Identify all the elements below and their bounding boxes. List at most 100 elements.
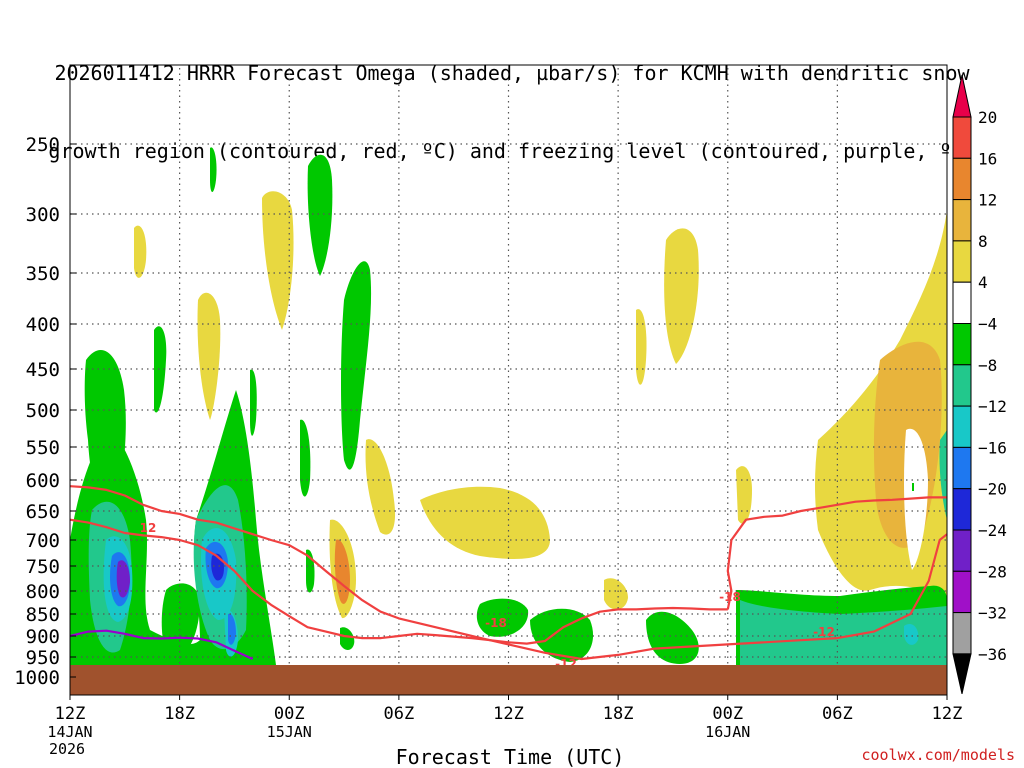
y-tick-label-300: 300 — [26, 204, 60, 226]
omega-area-green-20 — [300, 419, 311, 497]
omega-area-yellow-8 — [604, 578, 628, 610]
y-tick-label-700: 700 — [26, 530, 60, 552]
x-tick-label-0: 12Z — [55, 704, 86, 724]
omega-area-green-17 — [307, 154, 333, 276]
omega-area-yellow-2 — [197, 292, 221, 420]
y-tick-label-400: 400 — [26, 314, 60, 336]
x-tick-label-30: 18Z — [603, 704, 634, 724]
omega-area-green-27 — [646, 611, 699, 664]
omega-area-green-tick — [912, 483, 914, 491]
omega-area-cyan-36 — [904, 623, 919, 645]
colorbar-label-4: 4 — [978, 273, 988, 292]
ground-surface — [70, 665, 947, 695]
x-tick-label-6: 18Z — [164, 704, 195, 724]
contour-line-0 — [69, 485, 948, 661]
colorbar-label-0: 20 — [978, 108, 997, 127]
omega-area-yellow-6 — [636, 309, 647, 385]
x-tick-label-48: 12Z — [932, 704, 963, 724]
omega-area-yellow-7 — [736, 466, 752, 524]
y-tick-label-250: 250 — [26, 134, 60, 156]
colorbar-label-5: −4 — [978, 315, 997, 334]
colorbar-swatch-6 — [952, 323, 972, 366]
colorbar-label-7: −12 — [978, 397, 1007, 416]
x-date-label-36: 16JAN — [705, 723, 750, 741]
colorbar-swatch-5 — [952, 281, 972, 325]
colorbar-label-3: 8 — [978, 232, 988, 251]
colorbar-swatch-3 — [952, 199, 972, 242]
colorbar-swatch-12 — [952, 570, 972, 614]
x-year-label-0: 2026 — [49, 740, 85, 758]
contour-label-3: -18 — [719, 590, 741, 604]
omega-area-yellow-3 — [365, 439, 396, 535]
omega-area-green-26 — [530, 608, 594, 662]
colorbar-swatch-13 — [952, 612, 972, 655]
chart-title-line2: growth region (contoured, red, ºC) and f… — [48, 139, 976, 163]
y-tick-label-650: 650 — [26, 501, 60, 523]
y-tick-label-550: 550 — [26, 437, 60, 459]
colorbar-label-13: −36 — [978, 645, 1007, 664]
y-tick-label-850: 850 — [26, 604, 60, 626]
colorbar-swatch-9 — [952, 446, 972, 490]
omega-area-green-23 — [161, 583, 200, 660]
colorbar-label-12: −32 — [978, 604, 1007, 623]
omega-shading-layer — [70, 147, 947, 665]
contour-line-2 — [726, 496, 947, 610]
y-tick-label-600: 600 — [26, 470, 60, 492]
y-tick-label-350: 350 — [26, 263, 60, 285]
colorbar-label-9: −20 — [978, 480, 1007, 499]
omega-area-yellow-5 — [664, 228, 699, 364]
omega-area-green-15 — [154, 326, 167, 413]
y-tick-label-800: 800 — [26, 581, 60, 603]
omega-area-yellow-1 — [134, 225, 147, 278]
colorbar-swatch-2 — [952, 157, 972, 201]
colorbar-label-10: −24 — [978, 521, 1007, 540]
contour-label-4: -12 — [813, 625, 835, 639]
colorbar-swatch-1 — [952, 116, 972, 159]
omega-area-yellow-4 — [420, 486, 550, 559]
colorbar-swatch-7 — [952, 364, 972, 407]
contour-label-1: -18 — [485, 616, 507, 630]
omega-area-green-24 — [340, 627, 355, 650]
x-tick-label-24: 12Z — [493, 704, 524, 724]
contour-label-0: 12 — [140, 521, 157, 535]
omega-area-green-25 — [476, 598, 529, 637]
omega-area-blue-39 — [228, 613, 236, 645]
omega-area-white-13 — [904, 428, 928, 570]
y-tick-label-500: 500 — [26, 400, 60, 422]
grid-layer — [70, 68, 947, 665]
omega-area-green-16 — [210, 147, 217, 192]
credit-link[interactable]: coolwx.com/models — [861, 746, 1015, 764]
omega-area-yellow-0 — [262, 191, 294, 330]
x-tick-label-42: 06Z — [822, 704, 853, 724]
contour-line-1 — [69, 518, 728, 645]
colorbar-swatch-10 — [952, 488, 972, 531]
y-tick-label-950: 950 — [26, 647, 60, 669]
colorbar-label-8: −16 — [978, 438, 1007, 457]
colorbar-top-arrow — [952, 74, 972, 118]
y-tick-label-1000: 1000 — [14, 667, 60, 689]
x-tick-label-12: 00Z — [274, 704, 305, 724]
x-tick-label-18: 06Z — [384, 704, 415, 724]
colorbar-bottom-arrow — [952, 653, 972, 695]
colorbar-legend: 20 16 12 8 4 −4 −8 −12 −16 −20 −24 −28 −32 −36 — [952, 74, 1007, 695]
omega-area-green-18 — [341, 261, 372, 470]
omega-area-green-19 — [250, 369, 257, 436]
omega-area-purple-40 — [116, 560, 130, 598]
colorbar-label-11: −28 — [978, 562, 1007, 581]
colorbar-swatch-4 — [952, 240, 972, 283]
colorbar-label-2: 12 — [978, 191, 997, 210]
y-tick-label-900: 900 — [26, 626, 60, 648]
colorbar-label-1: 16 — [978, 149, 997, 168]
x-axis-title: Forecast Time (UTC) — [396, 745, 625, 768]
y-tick-label-450: 450 — [26, 359, 60, 381]
y-tick-label-750: 750 — [26, 556, 60, 578]
omega-area-teal-31 — [740, 600, 947, 665]
colorbar-swatch-11 — [952, 529, 972, 572]
x-date-label-12: 15JAN — [267, 723, 312, 741]
contour-line-3 — [69, 629, 254, 661]
y-axis: 2503003504004505005506006507007508008509… — [14, 134, 76, 689]
colorbar-label-6: −8 — [978, 356, 997, 375]
x-date-label-0: 14JAN — [47, 723, 92, 741]
